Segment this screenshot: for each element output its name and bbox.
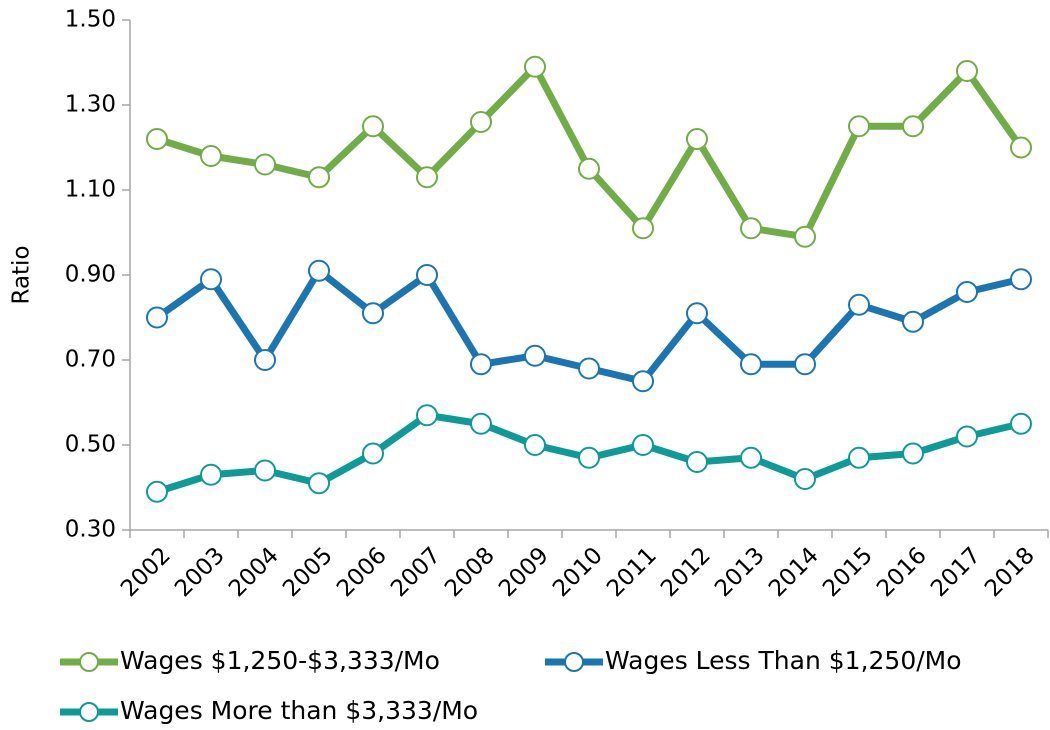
point	[416, 404, 438, 427]
x-tick-label: 2017	[926, 542, 986, 602]
point	[146, 128, 168, 150]
x-tick-label: 2004	[224, 542, 284, 602]
x-tick-label: 2007	[386, 542, 446, 602]
point	[848, 293, 870, 316]
point	[848, 446, 870, 469]
point	[848, 115, 870, 138]
y-tick-label: 0.30	[65, 517, 116, 543]
point	[632, 434, 654, 456]
y-tick-label: 0.70	[65, 347, 116, 373]
point	[146, 480, 168, 503]
point	[578, 446, 600, 469]
x-tick-label: 2006	[332, 542, 392, 602]
point	[524, 344, 546, 367]
y-tick-label: 0.50	[65, 432, 116, 458]
point	[686, 302, 708, 325]
y-tick-label: 1.10	[65, 177, 116, 203]
point	[200, 145, 222, 167]
x-tick-label: 2016	[872, 542, 932, 602]
point	[254, 153, 276, 176]
point	[470, 412, 492, 435]
point	[740, 217, 762, 240]
point	[1010, 268, 1032, 291]
series-line	[155, 63, 1024, 241]
x-tick-label: 2014	[764, 542, 824, 602]
x-tick-label: 2008	[440, 542, 500, 602]
point	[308, 259, 330, 282]
point	[740, 353, 762, 376]
point	[902, 310, 924, 333]
point	[740, 446, 762, 469]
legend-label: Wages More than $3,333/Mo	[120, 696, 478, 725]
x-tick-label: 2011	[602, 542, 662, 602]
legend-label: Wages Less Than $1,250/Mo	[605, 646, 962, 675]
point	[362, 115, 384, 138]
point	[416, 166, 438, 189]
point	[794, 225, 816, 248]
x-tick-label: 2018	[980, 542, 1040, 602]
point	[308, 472, 330, 495]
point	[416, 264, 438, 286]
x-tick-label: 2015	[818, 542, 878, 602]
point	[470, 111, 492, 133]
point	[902, 115, 924, 138]
legend-label: Wages $1,250-$3,333/Mo	[120, 646, 440, 675]
point	[578, 157, 600, 180]
x-tick-label: 2010	[548, 542, 608, 602]
point	[200, 268, 222, 291]
point	[254, 349, 276, 371]
point	[578, 357, 600, 380]
point	[524, 434, 546, 456]
point	[632, 370, 654, 393]
y-tick-label: 1.30	[65, 92, 116, 118]
x-tick-label: 2012	[656, 542, 716, 602]
x-tick-label: 2003	[170, 542, 230, 602]
x-tick-label: 2002	[116, 542, 176, 602]
point	[1010, 412, 1032, 435]
point	[794, 353, 816, 376]
point	[956, 281, 978, 303]
y-tick-label: 1.50	[65, 7, 116, 33]
y-axis-label: Ratio	[9, 245, 35, 304]
point	[200, 463, 222, 486]
point	[254, 459, 276, 482]
point	[956, 425, 978, 448]
point	[470, 353, 492, 376]
point	[362, 442, 384, 465]
point	[686, 451, 708, 473]
legend-marker	[564, 652, 584, 672]
point	[902, 442, 924, 465]
point	[956, 60, 978, 82]
x-tick-label: 2009	[494, 542, 554, 602]
legend-marker	[79, 702, 99, 722]
point	[794, 468, 816, 490]
x-tick-label: 2005	[278, 542, 338, 602]
point	[146, 306, 168, 329]
x-tick-label: 2013	[710, 542, 770, 602]
point	[308, 166, 330, 189]
legend-marker	[79, 652, 99, 672]
point	[632, 217, 654, 240]
point	[1010, 136, 1032, 159]
y-tick-label: 0.90	[65, 262, 116, 288]
point	[686, 128, 708, 150]
point	[524, 55, 546, 78]
point	[362, 302, 384, 325]
